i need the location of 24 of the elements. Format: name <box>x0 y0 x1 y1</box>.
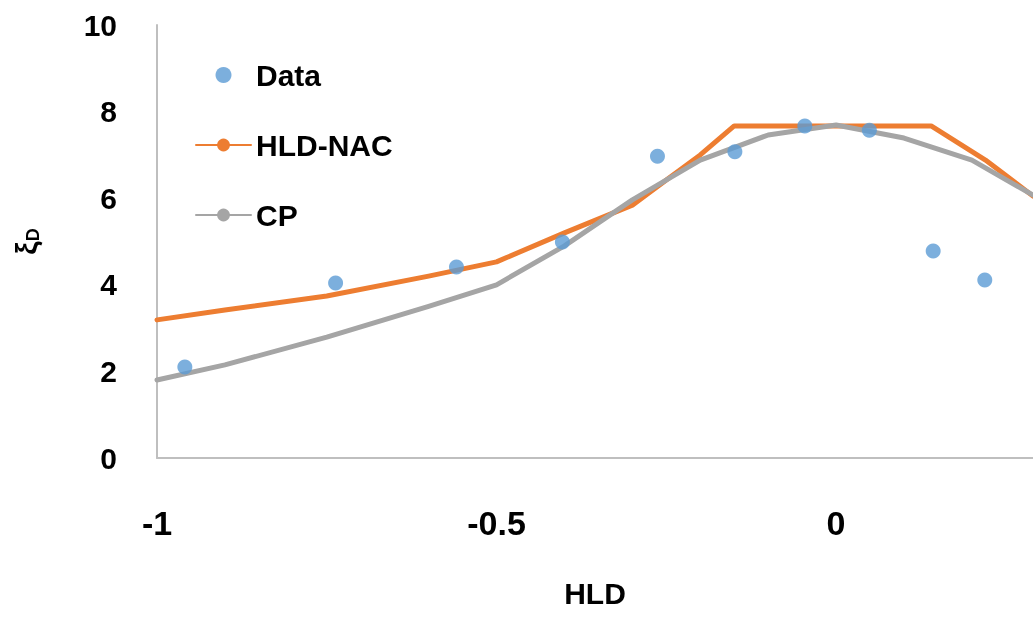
point <box>861 122 877 138</box>
y-tick-label: 4 <box>100 268 118 302</box>
legend-label: Data <box>256 58 322 92</box>
y-tick-label: 0 <box>100 441 117 475</box>
legend-label: HLD-NAC <box>256 128 393 162</box>
point <box>328 275 344 291</box>
y-tick-label: 2 <box>100 354 117 388</box>
x-tick-label: -0.5 <box>467 504 526 542</box>
y-tick-label: 10 <box>83 8 117 42</box>
legend-label: CP <box>256 198 298 232</box>
point <box>727 144 743 160</box>
y-tick-label: 8 <box>100 95 117 129</box>
point <box>177 359 193 375</box>
point <box>797 118 813 134</box>
y-tick-label: 6 <box>100 181 117 215</box>
point <box>554 234 570 250</box>
point <box>977 272 993 288</box>
point <box>649 148 665 164</box>
y-axis-title: ξD <box>9 228 43 255</box>
x-tick-label: 0 <box>826 504 846 542</box>
x-axis-title: HLD <box>564 576 626 610</box>
point <box>448 259 464 275</box>
x-tick-label: -1 <box>141 504 173 542</box>
point <box>925 243 941 259</box>
